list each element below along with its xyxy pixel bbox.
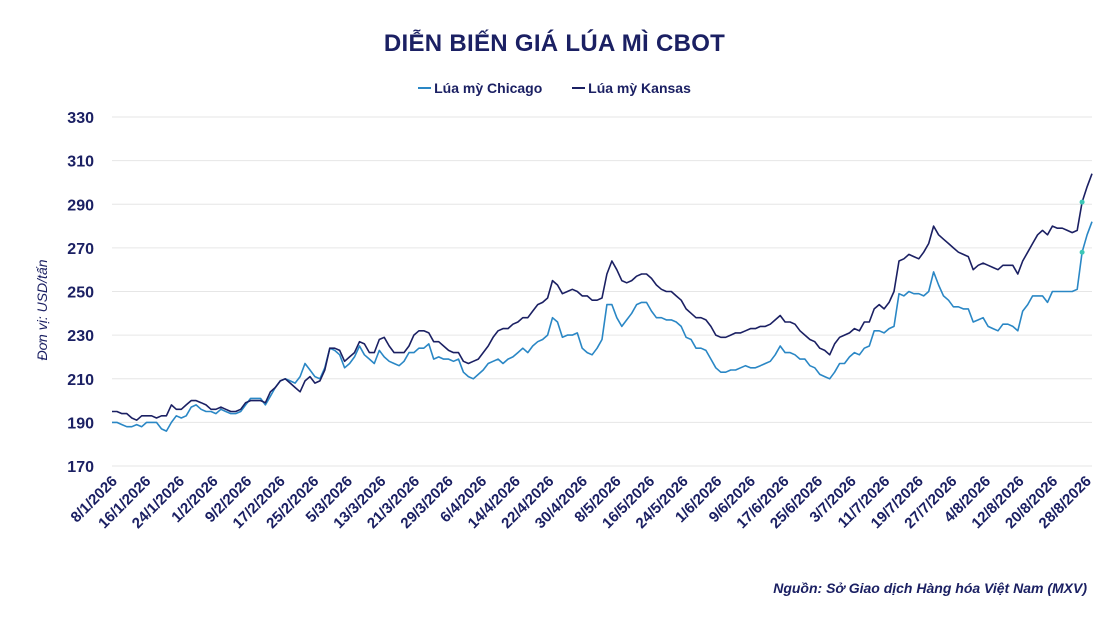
- series-line-kansas: [112, 173, 1093, 422]
- y-tick-label: 230: [67, 328, 94, 345]
- y-tick-label: 170: [67, 459, 94, 476]
- y-tick-label: 270: [67, 241, 94, 258]
- legend-swatch-kansas: [572, 87, 586, 90]
- y-tick-label: 310: [67, 154, 94, 171]
- legend-swatch-chicago: [418, 87, 432, 90]
- series-marker-kansas: [1079, 199, 1085, 205]
- y-tick-label: 330: [67, 110, 94, 127]
- legend-item-chicago: Lúa mỳ Chicago: [418, 80, 542, 96]
- legend-label-chicago: Lúa mỳ Chicago: [434, 80, 543, 96]
- series-line-chicago: [112, 221, 1093, 432]
- chart-title: DIỄN BIẾN GIÁ LÚA MÌ CBOT: [383, 30, 726, 57]
- source-note: Nguồn: Sở Giao dịch Hàng hóa Việt Nam (M…: [773, 580, 1087, 596]
- y-tick-label: 190: [67, 415, 94, 432]
- legend-label-kansas: Lúa mỳ Kansas: [588, 80, 691, 96]
- y-tick-label: 210: [67, 372, 94, 389]
- y-tick-label: 250: [67, 285, 94, 302]
- legend: Lúa mỳ Chicago Lúa mỳ Kansas: [0, 80, 1109, 96]
- y-tick-label: 290: [67, 197, 94, 214]
- series-marker-chicago: [1079, 249, 1085, 255]
- legend-item-kansas: Lúa mỳ Kansas: [572, 80, 691, 96]
